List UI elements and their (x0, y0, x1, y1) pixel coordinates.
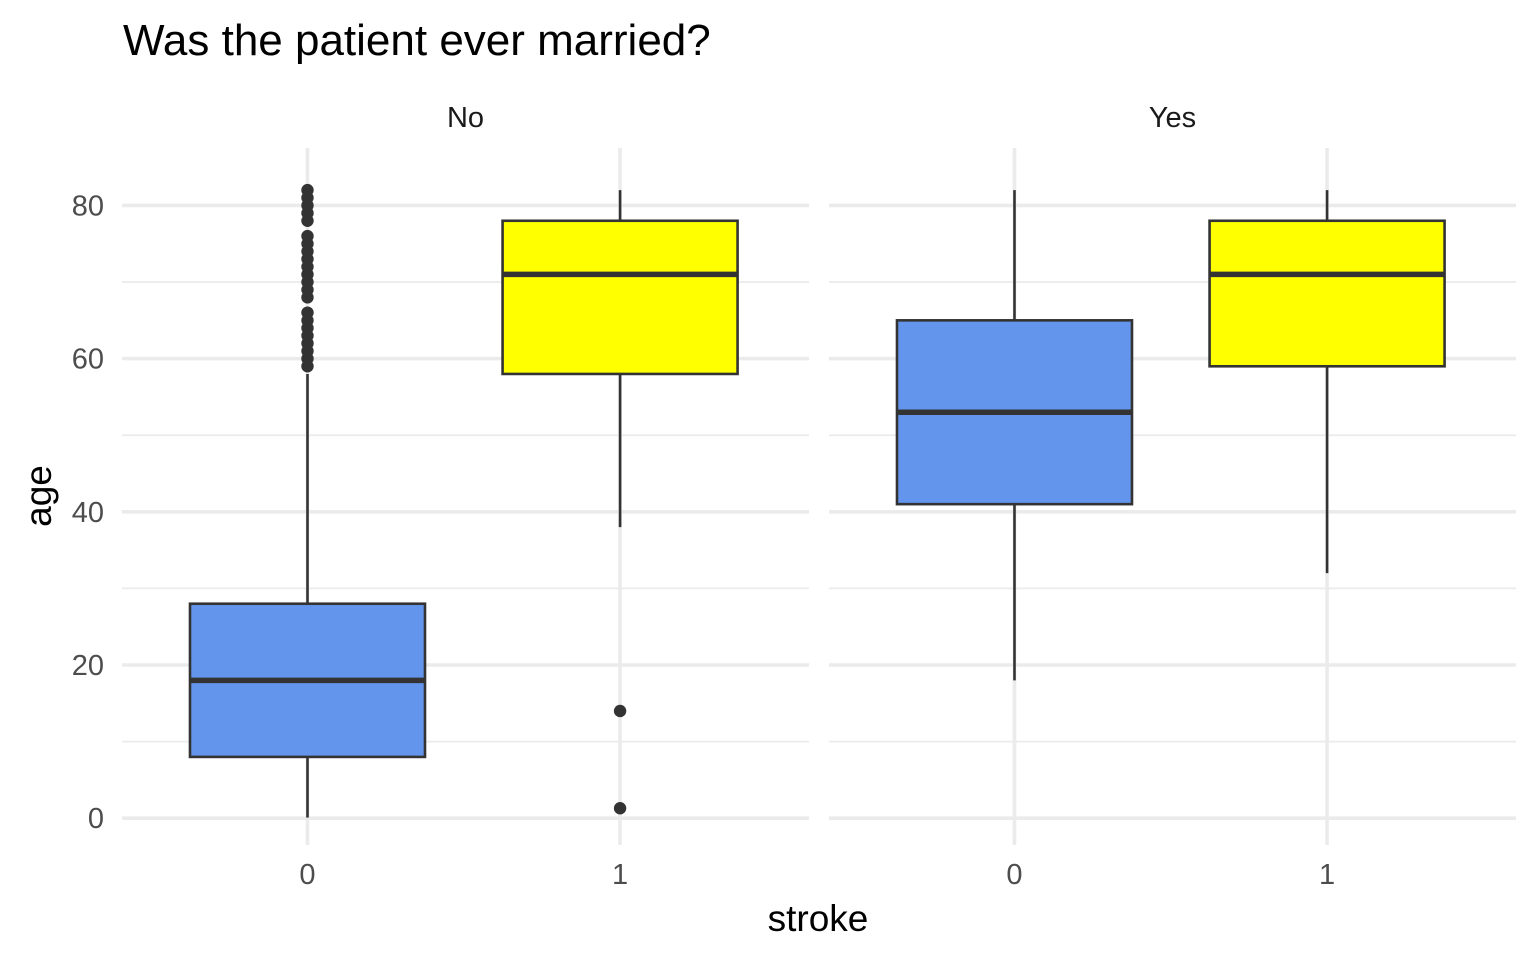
chart-title: Was the patient ever married? (123, 16, 711, 65)
outlier-point (613, 704, 627, 718)
outlier-point (301, 306, 314, 319)
facet-strip-label: No (447, 102, 484, 134)
y-tick-label: 0 (88, 803, 104, 835)
x-tick-label: 0 (299, 859, 315, 891)
outlier-point (301, 229, 314, 243)
x-axis-title: stroke (768, 898, 869, 939)
box-yes-stroke-0 (895, 190, 1134, 681)
y-tick-label: 40 (72, 497, 104, 529)
box-iqr (501, 219, 739, 376)
y-tick-label: 20 (72, 650, 104, 682)
x-tick-label: 1 (612, 859, 628, 891)
outlier-point (613, 802, 627, 815)
box-no-stroke-0 (188, 183, 427, 818)
y-tick-label: 80 (72, 190, 104, 222)
x-tick-label: 1 (1319, 859, 1335, 891)
box-no-stroke-1 (501, 190, 739, 815)
box-yes-stroke-1 (1208, 190, 1446, 574)
outlier-point (301, 183, 314, 197)
y-axis-title: age (18, 465, 59, 527)
y-tick-label: 60 (72, 344, 104, 376)
facet-strip-label: Yes (1149, 102, 1196, 134)
facet-panel-yes: Yes 0 1 (829, 102, 1516, 891)
x-tick-label: 0 (1006, 859, 1022, 891)
box-iqr (1208, 219, 1446, 368)
